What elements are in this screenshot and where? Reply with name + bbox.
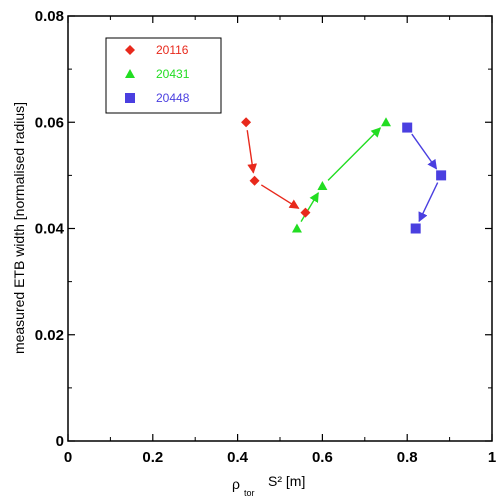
legend-marker-20448 xyxy=(125,93,135,103)
series-20448-point-1 xyxy=(436,170,447,181)
legend-label-20448: 20448 xyxy=(156,91,190,105)
y-tick-label-4: 0.08 xyxy=(35,8,64,25)
legend: 20116 20431 20448 xyxy=(105,37,222,114)
series-20116-point-1 xyxy=(249,175,260,186)
series-20448-arrow-0 xyxy=(411,133,438,170)
axis-ticks xyxy=(67,15,493,442)
x-axis-title: ρ tor S² [m] xyxy=(232,473,305,498)
series-20431-arrow-1 xyxy=(327,127,382,181)
legend-label-20116: 20116 xyxy=(156,43,189,57)
series-20116-arrow-1 xyxy=(260,184,300,209)
x-axis-title-sub: tor xyxy=(244,488,255,498)
x-tick-label-1: 0.2 xyxy=(142,449,163,466)
data-points xyxy=(241,117,447,234)
series-20116-arrow-0 xyxy=(246,130,257,174)
series-20448-point-0 xyxy=(402,122,413,133)
x-tick-label-5: 1 xyxy=(488,449,496,466)
series-20116-point-0 xyxy=(241,117,252,128)
x-axis-title-main: ρ xyxy=(232,476,240,492)
series-20431-point-2 xyxy=(381,117,391,127)
series-20431-arrow-0 xyxy=(300,192,319,222)
legend-label-20431: 20431 xyxy=(156,67,190,81)
y-tick-label-2: 0.04 xyxy=(35,221,65,238)
x-tick-label-3: 0.6 xyxy=(312,449,333,466)
x-tick-label-2: 0.4 xyxy=(227,449,249,466)
legend-marker-20116 xyxy=(125,45,135,55)
y-tick-label-3: 0.06 xyxy=(35,114,64,131)
series-20431-point-0 xyxy=(291,223,302,233)
legend-marker-20431 xyxy=(125,69,135,78)
series-20448-point-2 xyxy=(410,223,421,234)
x-tick-label-4: 0.8 xyxy=(397,449,418,466)
y-tick-label-0: 0 xyxy=(56,433,64,450)
trajectory-arrows xyxy=(246,127,439,223)
y-axis-title: measured ETB width [normalised radius] xyxy=(11,102,27,354)
y-tick-label-1: 0.02 xyxy=(35,327,64,344)
axis-tick-labels: 0 0.2 0.4 0.6 0.8 1 0 0.02 0.04 0.06 0.08 xyxy=(35,8,496,466)
series-20116-point-2 xyxy=(300,207,311,218)
series-20448-arrow-1 xyxy=(418,182,439,223)
x-tick-label-0: 0 xyxy=(64,449,72,466)
series-20431-point-1 xyxy=(317,181,328,190)
x-axis-title-tail: S² [m] xyxy=(268,473,305,489)
